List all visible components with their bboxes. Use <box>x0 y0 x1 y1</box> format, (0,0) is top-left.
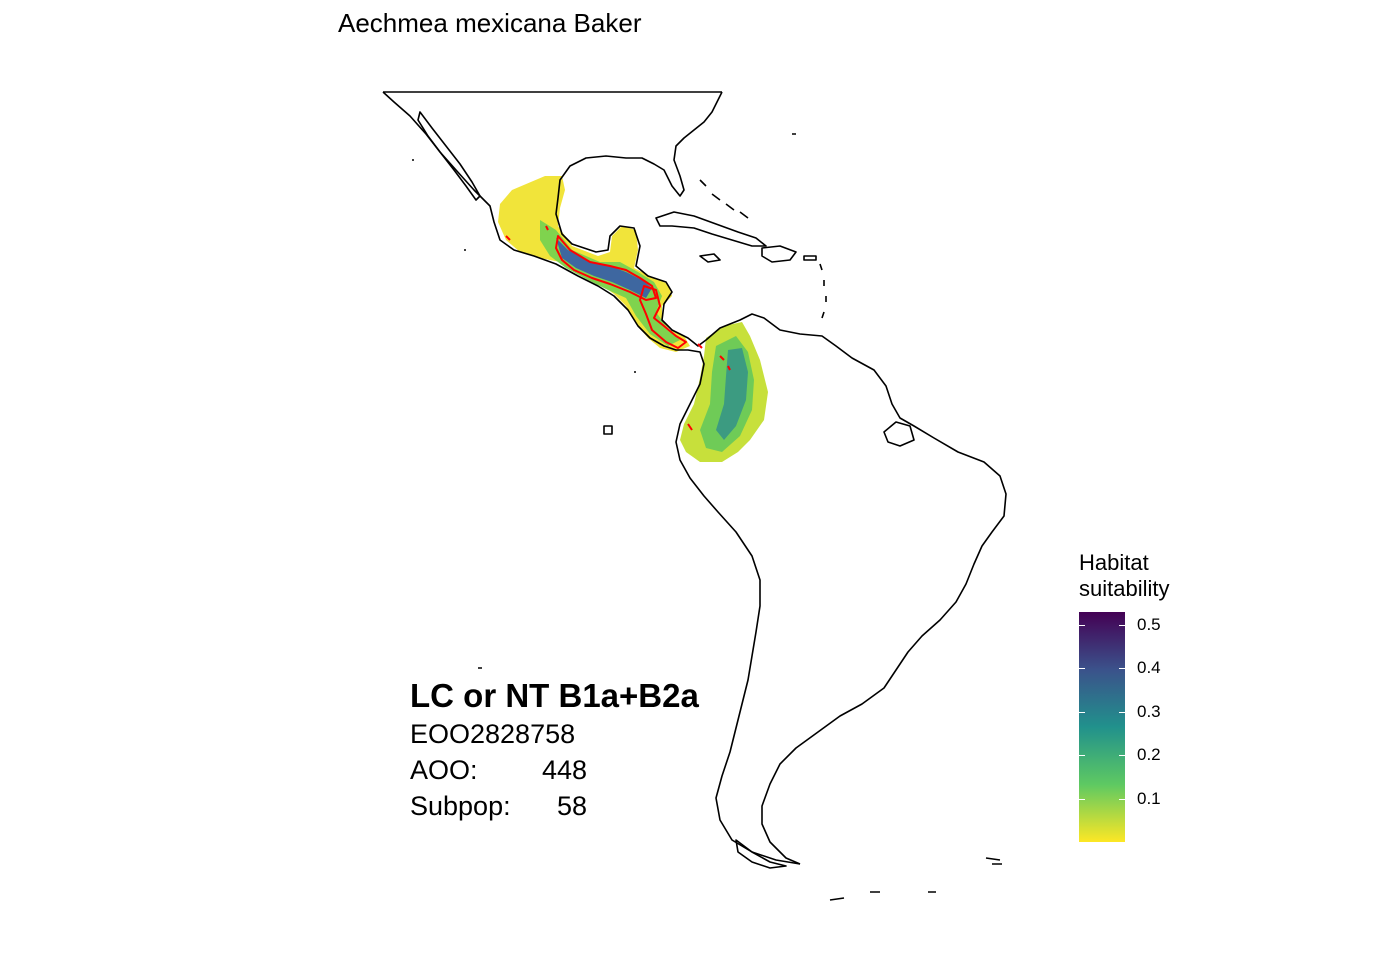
occurrence-polygon-mexico <box>555 235 657 301</box>
legend-tick-mark <box>1079 755 1085 757</box>
coast-amazon-delta <box>883 421 915 447</box>
occurrence-point-3 <box>719 355 725 361</box>
habitat-suitability-legend: Habitat suitability 0.5 0.4 0.3 0.2 0.1 <box>1079 550 1199 842</box>
island-hispaniola <box>761 245 797 263</box>
subpop-label: Subpop: <box>410 791 511 821</box>
eoo-value: EOO2828758 <box>410 719 576 749</box>
occurrence-point-4 <box>727 365 731 371</box>
legend-tick-label: 0.5 <box>1137 615 1161 635</box>
occurrence-point-1 <box>505 235 511 241</box>
island-tierra-del-fuego <box>735 839 787 869</box>
island-galapagos <box>603 425 613 435</box>
legend-tick-label: 0.4 <box>1137 658 1161 678</box>
map-title: Aechmea mexicana Baker <box>338 8 642 38</box>
aoo-value: 448 <box>541 755 587 785</box>
aoo-row: AOO: 448 <box>410 752 587 788</box>
legend-gradient <box>1079 612 1125 842</box>
island-small-dots <box>412 133 796 669</box>
legend-tick-mark <box>1079 625 1085 627</box>
subpop-row: Subpop: 58 <box>410 788 587 824</box>
legend-tick-mark <box>1119 625 1125 627</box>
legend-tick-label: 0.2 <box>1137 745 1161 765</box>
legend-colorbar <box>1079 612 1125 842</box>
legend-tick-label: 0.3 <box>1137 701 1161 721</box>
legend-title-line1: Habitat <box>1079 550 1149 575</box>
assessment-summary: LC or NT B1a+B2a EOO2828758 AOO: 448 Sub… <box>410 676 699 824</box>
legend-title-line2: suitability <box>1079 576 1170 601</box>
legend-tick-mark <box>1119 798 1125 800</box>
legend-tick-mark <box>1119 711 1125 713</box>
legend-tick-mark <box>1119 755 1125 757</box>
aoo-label: AOO: <box>410 755 478 785</box>
legend-colorbar-area: 0.5 0.4 0.3 0.2 0.1 <box>1079 612 1199 842</box>
coast-pacific-south <box>382 91 801 865</box>
legend-tick-mark <box>1079 711 1085 713</box>
occurrence-polygons <box>505 225 731 431</box>
island-jamaica <box>699 253 721 263</box>
legend-tick-mark <box>1119 668 1125 670</box>
coast-north-atlantic <box>555 91 1007 865</box>
legend-tick-label: 0.1 <box>1137 788 1161 808</box>
legend-tick-mark <box>1079 798 1085 800</box>
island-falklands <box>985 857 1002 865</box>
island-cuba <box>655 211 767 247</box>
legend-tick-mark <box>1079 668 1085 670</box>
coastline <box>382 91 1007 901</box>
occurrence-point-2 <box>545 225 549 231</box>
island-south-small <box>829 891 936 901</box>
coast-baja <box>417 111 481 201</box>
occurrence-point-5 <box>687 423 693 431</box>
raster-south-america-blue <box>716 348 748 440</box>
occurrence-point-6 <box>697 343 703 349</box>
island-puerto-rico <box>803 255 817 261</box>
island-bahamas <box>699 179 749 219</box>
raster-high-suitability-mexico <box>556 238 652 298</box>
occurrence-polygon-central <box>639 285 687 349</box>
iucn-category: LC or NT B1a+B2a <box>410 677 699 714</box>
island-lesser-antilles <box>819 263 827 319</box>
subpop-value: 58 <box>556 791 587 821</box>
